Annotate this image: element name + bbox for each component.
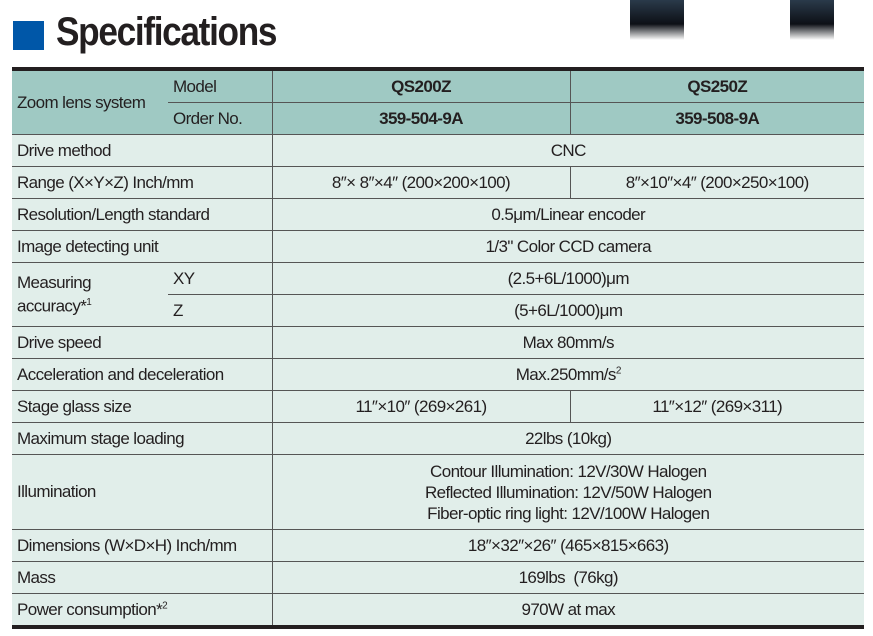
header-row-model: Zoom lens system Model QS200Z QS250Z — [12, 68, 864, 135]
row-value: 970W at max — [271, 593, 864, 628]
table-row: Drive speed Max 80mm/s — [12, 326, 864, 359]
row-value: 18″×32″×26″ (465×815×663) — [271, 529, 864, 562]
spec-table: Zoom lens system Model QS200Z QS250Z Ord… — [12, 67, 864, 629]
row-label: Dimensions (W×D×H) Inch/mm — [12, 529, 272, 562]
row-value: CNC — [271, 134, 864, 167]
order-label: Order No. — [168, 102, 272, 135]
model-qs250z: QS250Z — [569, 68, 864, 103]
row-value: (2.5+6L/1000)μm — [271, 262, 864, 295]
table-row: Power consumption*2 970W at max — [12, 593, 864, 628]
row-label: Power consumption*2 — [12, 593, 272, 628]
row-label: Measuring accuracy*1 — [12, 262, 168, 327]
row-label: Stage glass size — [12, 390, 272, 423]
row-label: Maximum stage loading — [12, 422, 272, 455]
row-value: 169lbs (76kg) — [271, 561, 864, 594]
product-photo — [630, 0, 684, 40]
row-value: 8″×10″×4″ (200×250×100) — [569, 166, 864, 199]
model-label: Model — [168, 68, 272, 103]
page-title: Specifications — [56, 10, 277, 54]
accuracy-label: Measuring accuracy* — [17, 272, 92, 316]
row-label: Range (X×Y×Z) Inch/mm — [12, 166, 272, 199]
order-qs250z: 359-508-9A — [569, 102, 864, 135]
illumination-line: Fiber-optic ring light: 12V/100W Halogen — [427, 503, 710, 523]
row-label: Illumination — [12, 454, 272, 530]
row-value: Contour Illumination: 12V/30W Halogen Ref… — [271, 454, 864, 530]
illumination-line: Reflected Illumination: 12V/50W Halogen — [424, 482, 712, 502]
model-qs200z: QS200Z — [271, 68, 570, 103]
z-label: Z — [168, 294, 272, 327]
superscript: 2 — [615, 364, 622, 376]
row-value: Max 80mm/s — [271, 326, 864, 359]
zoom-lens-label: Zoom lens system — [12, 68, 168, 135]
row-label: Drive method — [12, 134, 272, 167]
table-row: Mass 169lbs (76kg) — [12, 561, 864, 594]
order-qs200z: 359-504-9A — [271, 102, 570, 135]
row-value: (5+6L/1000)μm — [271, 294, 864, 327]
table-row: Illumination Contour Illumination: 12V/30… — [12, 454, 864, 530]
row-value: 1/3" Color CCD camera — [271, 230, 864, 263]
table-row: Range (X×Y×Z) Inch/mm 8″× 8″×4″ (200×200×… — [12, 166, 864, 199]
table-row: Stage glass size 11″×10″ (269×261) 11″×12″… — [12, 390, 864, 423]
table-row: Dimensions (W×D×H) Inch/mm 18″×32″×26″ (4… — [12, 529, 864, 562]
row-label: Image detecting unit — [12, 230, 272, 263]
row-value: 11″×10″ (269×261) — [271, 390, 570, 423]
accel-value: Max.250mm/s — [515, 364, 617, 384]
table-row: Image detecting unit 1/3" Color CCD camer… — [12, 230, 864, 263]
table-row: Measuring accuracy*1 XY (2.5+6L/1000)μm — [12, 262, 864, 327]
row-value: 22lbs (10kg) — [271, 422, 864, 455]
row-value: Max.250mm/s2 — [271, 358, 864, 391]
table-row: Acceleration and deceleration Max.250mm/s… — [12, 358, 864, 391]
header-row-order: Order No. 359-504-9A 359-508-9A — [12, 102, 864, 135]
table-row: Maximum stage loading 22lbs (10kg) — [12, 422, 864, 455]
row-label: Mass — [12, 561, 272, 594]
row-value: 8″× 8″×4″ (200×200×100) — [271, 166, 570, 199]
table-row: Z (5+6L/1000)μm — [12, 294, 864, 327]
illumination-line: Contour Illumination: 12V/30W Halogen — [430, 461, 707, 481]
row-value: 11″×12″ (269×311) — [569, 390, 864, 423]
footnote-mark: 1 — [86, 296, 92, 308]
product-photo — [790, 0, 834, 40]
title-square-icon — [13, 21, 44, 50]
row-label: Drive speed — [12, 326, 272, 359]
row-label: Resolution/Length standard — [12, 198, 272, 231]
footnote-mark: 2 — [162, 599, 168, 611]
row-value: 0.5μm/Linear encoder — [271, 198, 864, 231]
table-row: Drive method CNC — [12, 134, 864, 167]
xy-label: XY — [168, 262, 272, 295]
table-row: Resolution/Length standard 0.5μm/Linear e… — [12, 198, 864, 231]
power-label: Power consumption* — [17, 599, 163, 619]
row-label: Acceleration and deceleration — [12, 358, 272, 391]
